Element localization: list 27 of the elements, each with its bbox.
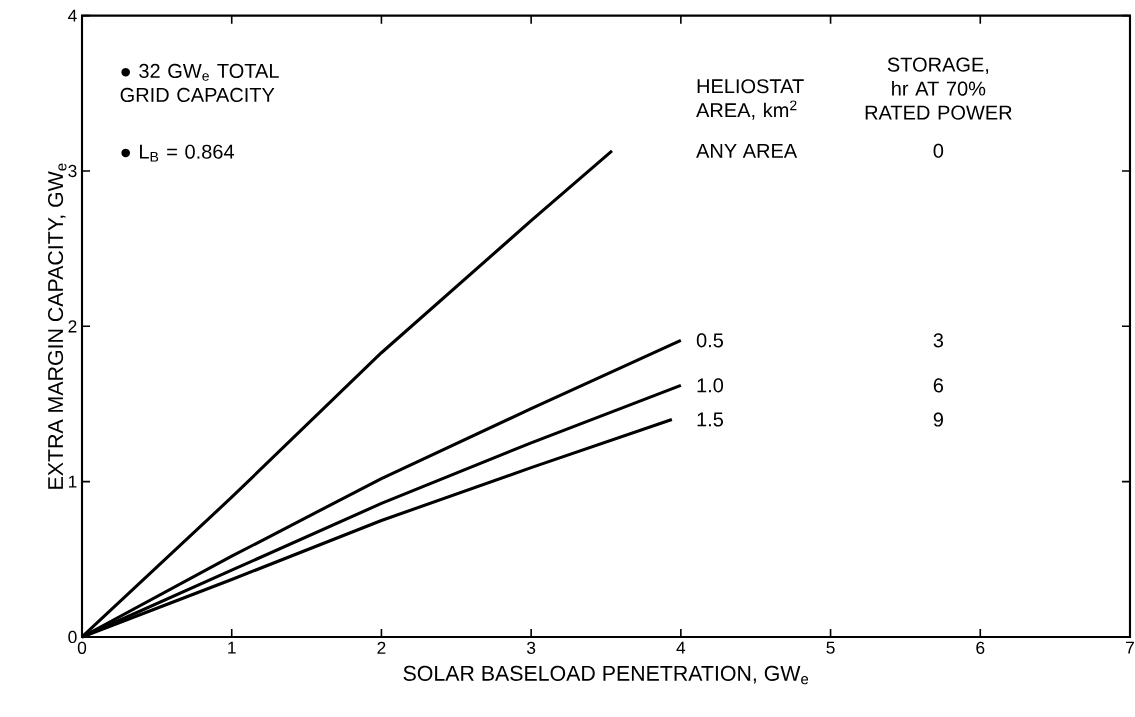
x-tick-label: 4	[676, 641, 686, 654]
x-tick-label: 5	[826, 641, 835, 654]
text: ANY AREA	[696, 143, 798, 158]
x-tick-label: 6	[976, 641, 985, 654]
annotation: ● L$_{B}$ = 0.864	[121, 144, 234, 162]
annotation: 0	[933, 143, 944, 158]
annotation: 9	[933, 412, 943, 427]
series-label: 0.5	[696, 333, 724, 348]
x-tick-label: 3	[526, 641, 536, 654]
x-tick-label: 7	[1126, 641, 1134, 654]
y-tick-label: 3	[68, 164, 77, 178]
y-tick-label: 0	[68, 630, 77, 644]
x-tick-label: 1	[228, 641, 236, 654]
y-tick-label: 1	[68, 475, 77, 488]
y-tick-label: 4	[68, 9, 77, 22]
x-tick-label: 0	[77, 641, 87, 654]
annotation: 3	[933, 333, 944, 348]
annotation: STORAGE, hr AT 70% RATED POWER	[865, 57, 1012, 120]
x-axis-title: SOLAR BASELOAD PENETRATION, GW$_{e}$	[403, 665, 809, 685]
annotation: ● 32 GW$_{e}$ TOTAL GRID CAPACITY	[120, 63, 279, 103]
x-tick-label: 2	[377, 641, 386, 654]
series-label: 1.5	[697, 412, 724, 427]
annotation: HELIOSTAT AREA, km$^{2}$	[696, 79, 804, 120]
y-axis-title: EXTRA MARGIN CAPACITY, GW$_{e}$	[48, 163, 67, 489]
y-tick-label: 2	[68, 320, 77, 333]
annotation: 6	[933, 378, 944, 393]
series-label: 1.0	[697, 378, 724, 393]
